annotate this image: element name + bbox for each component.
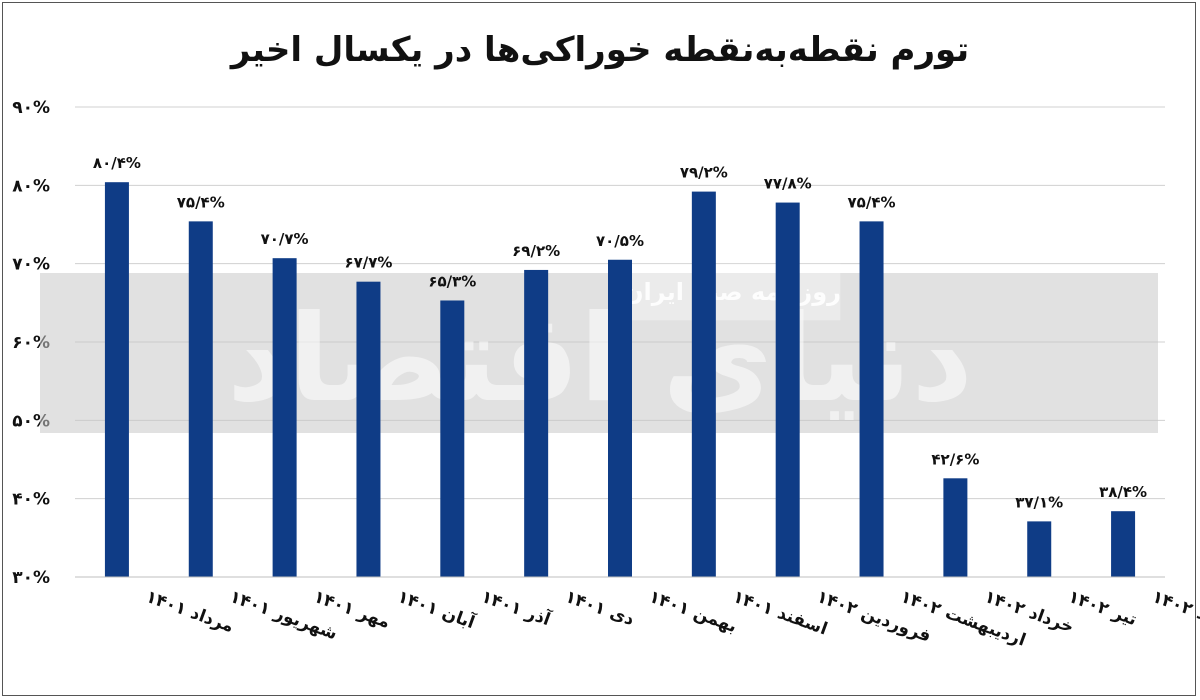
bar [691, 191, 716, 577]
data-label: ۶۷/۷% [344, 254, 392, 272]
data-label: ۳۸/۴% [1099, 483, 1147, 501]
bar [188, 221, 213, 577]
y-tick-label: ۹۰% [12, 98, 50, 118]
data-label: ۷۹/۲% [680, 164, 728, 182]
y-tick-label: ۸۰% [12, 176, 50, 196]
y-tick-label: ۴۰% [12, 490, 50, 510]
x-tick-label: اسفند ۱۴۰۱ [730, 587, 830, 640]
data-label: ۷۵/۴% [177, 193, 225, 211]
data-label: ۷۵/۴% [848, 193, 896, 211]
watermark-text: دنیای اقتصاد [227, 290, 973, 429]
bar [356, 281, 381, 577]
x-tick-label: آبان ۱۴۰۱ [395, 585, 479, 634]
data-label: ۴۲/۶% [931, 450, 979, 468]
bar [104, 182, 129, 577]
watermark-sub-text: روزنامه صبح ایران [623, 278, 841, 306]
y-tick-label: ۷۰% [12, 255, 50, 275]
data-label: ۳۷/۱% [1015, 493, 1063, 511]
bar [524, 269, 549, 577]
x-tick-label: مرداد ۱۴۰۲ [1149, 587, 1200, 637]
x-tick-label: دی ۱۴۰۱ [562, 587, 637, 630]
bar [1111, 511, 1136, 577]
data-label: ۸۰/۴% [93, 154, 141, 172]
bar [272, 258, 297, 577]
x-tick-label: آذر ۱۴۰۱ [479, 585, 555, 631]
x-tick-label: مرداد ۱۴۰۱ [143, 587, 236, 637]
x-tick-label: تیر ۱۴۰۲ [1066, 587, 1140, 630]
bar [440, 300, 465, 577]
bar [608, 259, 632, 577]
watermark-band [40, 273, 1158, 433]
data-label: ۶۹/۲% [512, 242, 560, 260]
bar [1027, 521, 1052, 577]
data-label: ۶۵/۳% [428, 272, 476, 290]
chart-title: تورم نقطه‌به‌نقطه خوراکی‌ها در یکسال اخی… [230, 30, 970, 70]
x-tick-label: بهمن ۱۴۰۱ [646, 587, 739, 637]
watermark-sub-box [624, 263, 841, 321]
data-label: ۷۰/۷% [261, 230, 309, 248]
bar [859, 221, 884, 577]
data-label: ۷۷/۸% [764, 175, 812, 193]
y-tick-label: ۳۰% [12, 568, 50, 588]
bar [775, 202, 800, 578]
bar [943, 478, 968, 577]
data-label: ۷۰/۵% [596, 232, 644, 250]
